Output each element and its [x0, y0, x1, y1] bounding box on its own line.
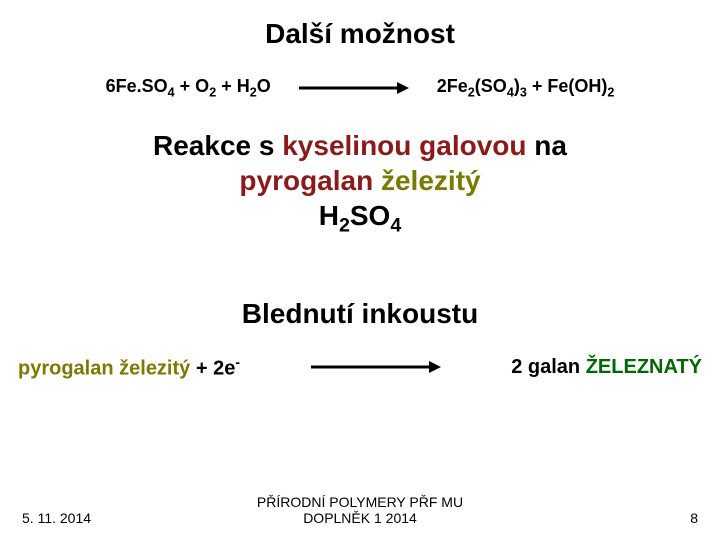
equation-2: pyrogalan železitý + 2e- 2 galan ŽELEZNA…: [0, 354, 720, 381]
text-pyrogalan: pyrogalan: [239, 165, 381, 196]
slide-title: Další možnost: [0, 18, 720, 50]
reaction-line3: H2SO4: [0, 198, 720, 238]
equation-2-left: pyrogalan železitý + 2e-: [18, 354, 240, 381]
equation-1-right: 2Fe2(SO4)3 + Fe(OH)2: [437, 76, 615, 100]
text-plain: 2 galan: [511, 356, 585, 378]
text-sup: -: [235, 354, 240, 370]
text-ferric-pyrogalan: pyrogalan železitý: [18, 357, 190, 379]
footer-center: PŘÍRODNÍ POLYMERY PŘF MU DOPLNĚK 1 2014: [142, 494, 578, 526]
text-ferrous: ŽELEZNATÝ: [586, 356, 702, 378]
footer-page: 8: [578, 510, 698, 526]
text-plain: Reakce s: [153, 130, 282, 161]
reaction-line1: Reakce s kyselinou galovou na: [0, 128, 720, 163]
arrow-icon: [311, 359, 441, 375]
footer-line1: PŘÍRODNÍ POLYMERY PŘF MU: [142, 494, 578, 510]
text-gallic-acid: kyselinou galovou: [282, 130, 526, 161]
reaction-line2: pyrogalan železitý: [0, 163, 720, 198]
text-plain: + 2e: [190, 357, 235, 379]
footer: 5. 11. 2014 PŘÍRODNÍ POLYMERY PŘF MU DOP…: [0, 494, 720, 526]
equation-2-right: 2 galan ŽELEZNATÝ: [511, 356, 702, 379]
reaction-heading: Reakce s kyselinou galovou na pyrogalan …: [0, 128, 720, 238]
equation-1-left: 6Fe.SO4 + O2 + H2O: [106, 76, 271, 100]
text-plain: na: [527, 130, 567, 161]
text-ferric: železitý: [381, 165, 481, 196]
fading-heading: Blednutí inkoustu: [0, 298, 720, 330]
arrow-icon: [299, 80, 409, 96]
equation-1: 6Fe.SO4 + O2 + H2O 2Fe2(SO4)3 + Fe(OH)2: [0, 76, 720, 100]
footer-date: 5. 11. 2014: [22, 510, 142, 526]
footer-line2: DOPLNĚK 1 2014: [142, 510, 578, 526]
slide: Další možnost 6Fe.SO4 + O2 + H2O 2Fe2(SO…: [0, 0, 720, 540]
